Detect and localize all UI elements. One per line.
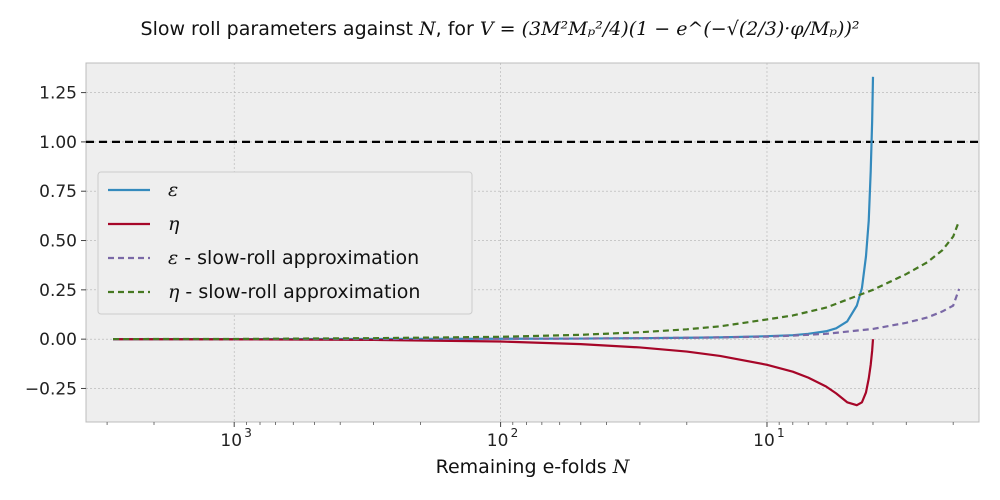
x-tick-exponent: 3 [244, 426, 252, 440]
chart-title-var: N [418, 18, 436, 40]
legend-label: η - slow-roll approximation [168, 281, 420, 303]
y-tick-label: 0.00 [39, 330, 77, 350]
x-tick-label: 10 [487, 431, 509, 451]
chart-title: Slow roll parameters against N, for V = … [0, 18, 1000, 40]
chart-title-formula: V = (3M²Mₚ²/4)(1 − e^(−√(2/3)·φ/Mₚ))² [479, 18, 860, 40]
y-tick-label: 1.00 [39, 133, 77, 153]
x-tick-label: 10 [220, 431, 242, 451]
legend-label: η [168, 213, 180, 235]
chart-title-mid: , for [435, 18, 480, 40]
y-tick-label: −0.25 [25, 379, 77, 399]
series-line-2 [113, 288, 961, 341]
x-tick-exponent: 2 [511, 426, 519, 440]
x-axis-label: Remaining e-folds N [436, 456, 631, 478]
legend-label: ε [168, 179, 178, 201]
x-tick-label: 10 [753, 431, 775, 451]
y-tick-label: 0.25 [39, 281, 77, 301]
y-tick-label: 0.50 [39, 232, 77, 252]
series-line-1 [113, 338, 875, 407]
series-line-3 [113, 220, 961, 341]
y-tick-label: 1.25 [39, 84, 77, 104]
legend-box [97, 171, 473, 315]
chart-title-prefix: Slow roll parameters against [140, 18, 419, 40]
legend-label: ε - slow-roll approximation [168, 247, 419, 269]
x-tick-exponent: 1 [777, 426, 785, 440]
y-tick-label: 0.75 [39, 182, 77, 202]
